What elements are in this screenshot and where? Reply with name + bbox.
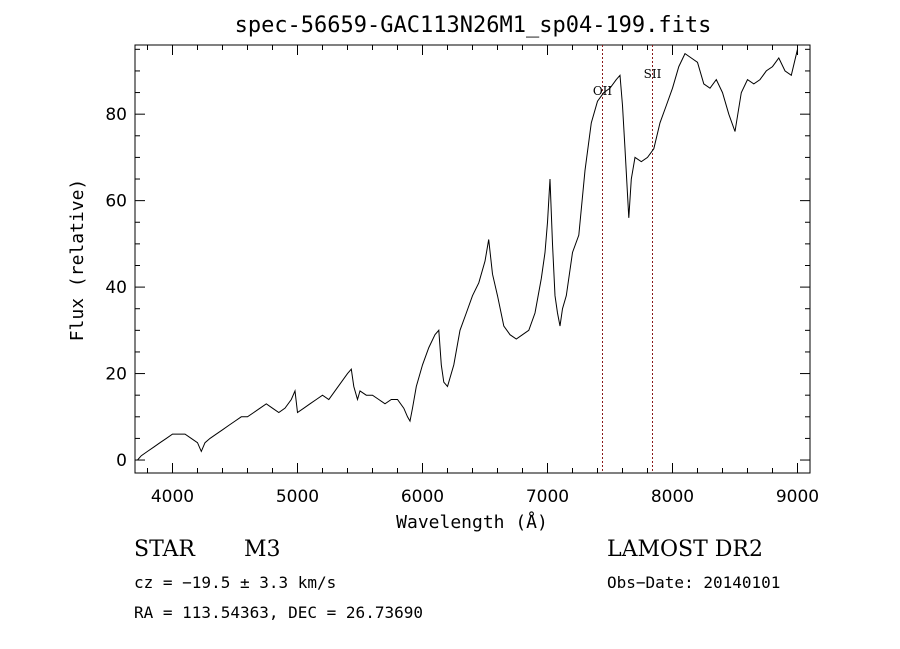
- object-class: STAR: [134, 537, 195, 562]
- emission-line-label: SII: [644, 67, 662, 81]
- emission-line-label: OII: [593, 84, 613, 98]
- y-tick-label: 80: [105, 105, 127, 125]
- x-axis-ticks: [147, 45, 798, 473]
- x-tick-label: 6000: [401, 487, 444, 507]
- x-axis-label: Wavelength (Å): [396, 511, 548, 533]
- y-axis-label: Flux (relative): [67, 179, 88, 342]
- x-tick-label: 8000: [651, 487, 694, 507]
- y-tick-label: 0: [116, 451, 127, 471]
- survey-name: LAMOST DR2: [607, 537, 763, 562]
- x-tick-label: 7000: [526, 487, 569, 507]
- y-tick-label: 60: [105, 192, 127, 212]
- plot-frame: [134, 44, 811, 474]
- redshift-velocity: cz = −19.5 ± 3.3 km/s: [134, 573, 337, 592]
- y-tick-label: 40: [105, 278, 127, 298]
- x-tick-label: 5000: [276, 487, 319, 507]
- object-subclass: M3: [244, 537, 281, 562]
- y-axis-tick-labels: 0 20 40 60 80: [105, 105, 127, 471]
- x-axis-tick-labels: 4000 5000 6000 7000 8000 9000: [151, 487, 819, 507]
- y-axis-ticks: [135, 48, 810, 461]
- coordinates: RA = 113.54363, DEC = 26.73690: [134, 603, 423, 622]
- observation-date: Obs−Date: 20140101: [607, 573, 781, 592]
- x-tick-label: 9000: [776, 487, 819, 507]
- y-tick-label: 20: [105, 365, 127, 385]
- emission-line-markers: OII SII: [593, 45, 662, 473]
- spectrum-series-line: [137, 49, 798, 461]
- x-tick-label: 4000: [151, 487, 194, 507]
- chart-title: spec-56659-GAC113N26M1_sp04-199.fits: [235, 13, 712, 38]
